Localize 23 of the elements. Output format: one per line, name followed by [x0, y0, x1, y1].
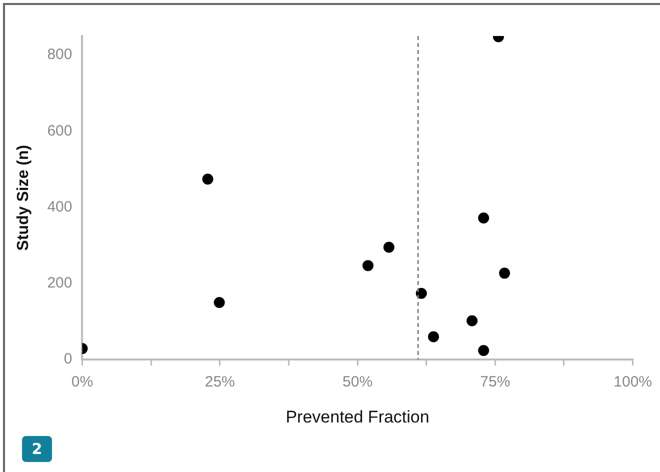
x-tick-label: 50%: [342, 374, 373, 391]
y-tick-label: 400: [47, 198, 72, 216]
x-axis-title: Prevented Fraction: [286, 407, 430, 426]
y-tick-label: 200: [47, 274, 72, 292]
point: [478, 344, 490, 356]
y-tick-label: 0: [64, 350, 72, 368]
y-tick-label: 800: [47, 46, 72, 64]
point: [416, 288, 427, 299]
y-tick-label: 600: [47, 122, 72, 140]
point: [214, 296, 225, 308]
x-tick-label: 75%: [480, 374, 510, 391]
point: [466, 315, 478, 326]
point: [362, 260, 374, 272]
point: [428, 331, 440, 342]
text: 2: [22, 436, 52, 462]
point: [383, 242, 394, 253]
x-tick-label: 0%: [71, 374, 94, 391]
x-tick-label: 25%: [204, 374, 235, 391]
y-axis-title: Study Size (n): [15, 144, 32, 251]
point: [202, 174, 214, 185]
point: [478, 212, 490, 224]
point: [499, 268, 510, 279]
x-tick-label: 100%: [614, 374, 652, 391]
